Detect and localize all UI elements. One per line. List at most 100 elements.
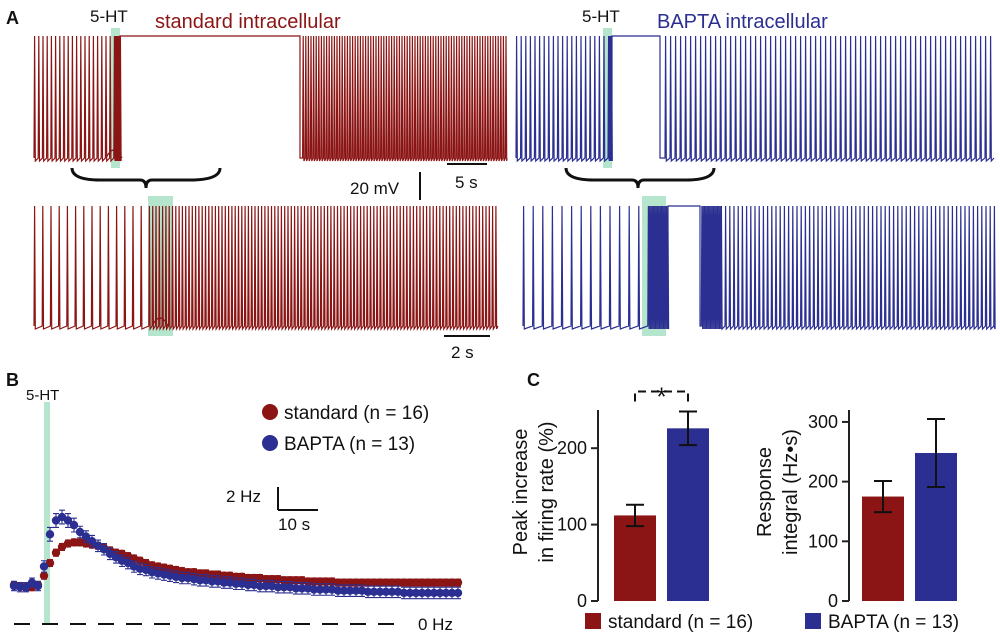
a-standard-trace-top [33,35,508,163]
b-standard-point [417,578,427,587]
panel-label-b: B [6,370,19,390]
b-bapta-point [309,585,319,594]
b-bapta-point [405,588,415,598]
b-standard-point [393,578,403,587]
panel-label-a: A [6,8,19,28]
b-bapta-point [177,573,187,583]
b-bapta-point [321,585,331,594]
b-bapta-point [339,586,349,595]
a-bapta-brace [564,167,716,189]
b-standard-point [381,578,391,587]
b-bapta-point [33,581,43,591]
c-integral-ylabel-line2: integral (Hz•s) [780,429,802,555]
b-bapta-point [21,583,31,592]
panel-label-c: C [527,370,540,390]
b-x-scale-label: 10 s [278,515,310,534]
b-bapta-point [45,530,55,539]
c-peak-bar-bapta [667,428,709,601]
c-integral-y-tick-label: 0 [828,591,838,611]
b-bapta-point [363,587,373,596]
b-standard-point [411,578,421,587]
b-bapta-point [375,587,385,596]
c-peak-ylabel-line1: Peak increase [510,429,532,556]
b-bapta-point [417,588,427,598]
b-standard-point [387,578,397,587]
b-bapta-point [243,580,253,590]
b-bapta-point [351,586,361,595]
b-bapta-point [219,578,229,587]
b-bapta-point [435,588,445,598]
b-standard-point [375,578,385,587]
c-peak-significance-bracket [634,390,689,402]
c-peak-errorbar-bapta [679,410,697,447]
a-time-scale-bottom-label: 2 s [451,343,474,362]
b-standard-point [51,548,61,557]
b-standard-point [453,578,463,587]
a-standard-brace [70,167,222,189]
b-standard-point [69,538,79,547]
c-peak-y-tick-label: 0 [577,591,587,611]
b-legend-bapta-label: BAPTA (n = 13) [284,434,415,455]
b-bapta-point [99,545,109,554]
c-integral-y-tick-label: 300 [808,412,838,432]
b-y-scale-label: 2 Hz [226,487,261,506]
a-bapta-5ht-label: 5-HT [582,7,620,26]
b-bapta-point [69,520,79,530]
b-bapta-point [195,576,205,585]
a-bapta-title: BAPTA intracellular [657,11,828,33]
b-bapta-point [447,588,457,598]
b-legend-standard-label: standard (n = 16) [284,403,429,424]
a-voltage-scale-label: 20 mV [350,179,400,198]
b-standard-point [231,572,241,582]
c-legend-bapta-swatch [805,613,821,629]
b-bapta-point [63,516,73,525]
b-bapta-point [87,537,97,546]
b-bapta-point [387,587,397,596]
b-bapta-point [429,588,439,598]
c-integral-chart: 0 100 200 300 [808,410,957,611]
b-standard-point [267,574,277,584]
b-5ht-band [44,402,50,624]
b-standard-point [429,578,439,587]
a-standard-5ht-label: 5-HT [90,7,128,26]
a-bapta-trace-bottom [522,205,996,331]
c-integral-errorbar-bapta [927,417,945,488]
b-standard-point [279,576,289,585]
b-series-bapta [9,509,463,600]
b-bapta-point [279,583,289,592]
b-bapta-point [453,588,463,598]
b-bapta-point [207,577,217,586]
c-peak-chart: 0 100 200 * [557,382,709,611]
c-integral-bar-standard [862,496,904,601]
b-bapta-point [297,584,307,593]
b-standard-point [195,569,205,578]
b-standard-point [399,578,409,587]
a-standard-title: standard intracellular [155,11,341,33]
b-bapta-point [411,588,421,598]
c-peak-y-tick-label: 200 [557,438,587,458]
b-bapta-point [441,588,451,598]
b-bapta-point [381,587,391,596]
c-peak-ylabel-line2: in firing rate (%) [536,421,558,562]
b-bapta-point [255,581,265,591]
c-peak-y-tick-label: 100 [557,515,587,535]
b-standard-point [219,571,229,580]
c-peak-errorbar-standard [626,503,644,528]
b-bapta-point [345,586,355,595]
b-standard-point [39,571,49,580]
b-standard-point [363,578,373,587]
b-standard-point [423,578,433,587]
b-standard-point [441,578,451,587]
b-standard-point [405,578,415,587]
b-standard-point [285,576,295,585]
b-bapta-point [261,581,271,591]
b-standard-point [261,574,271,584]
c-legend-standard-swatch [585,613,601,629]
c-legend-bapta-label: BAPTA (n = 13) [828,612,959,633]
b-legend-standard-marker [262,404,278,420]
b-bapta-point [399,588,409,598]
b-standard-point [369,578,379,587]
b-zero-label: 0 Hz [418,615,453,634]
c-integral-y-tick-label: 200 [808,472,838,492]
